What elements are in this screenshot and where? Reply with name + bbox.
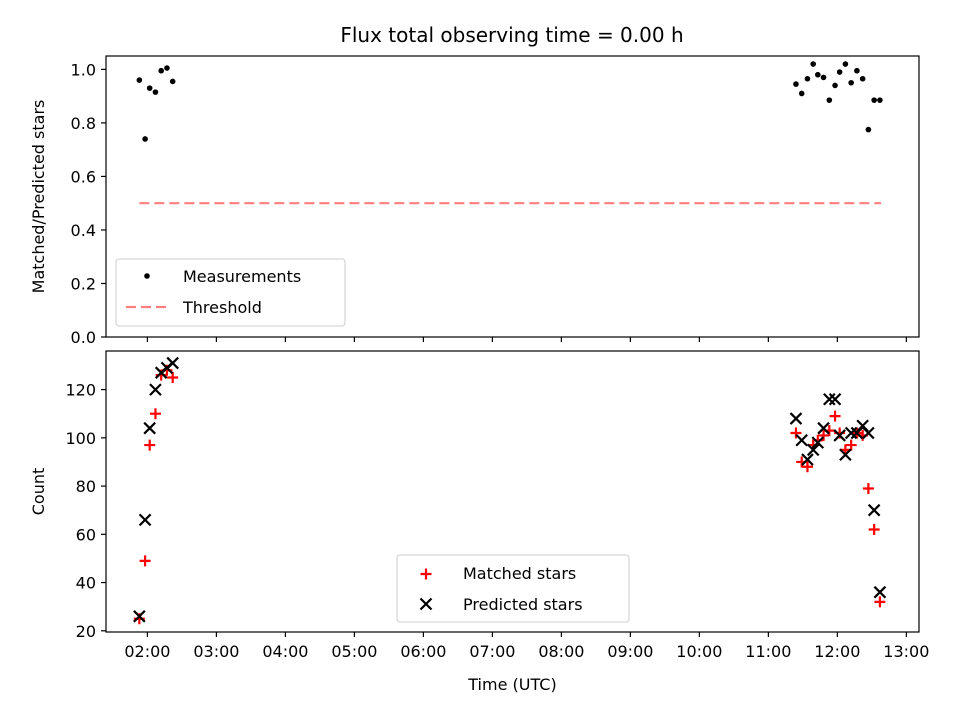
measurement-point bbox=[842, 61, 849, 67]
legend: Matched stars Predicted stars bbox=[396, 554, 630, 623]
x-tick-label: 09:00 bbox=[607, 642, 653, 661]
legend-label-matched: Matched stars bbox=[463, 564, 576, 583]
measurement-point bbox=[832, 82, 838, 89]
legend-label-predicted: Predicted stars bbox=[463, 595, 583, 614]
predicted-star-marker bbox=[811, 436, 825, 449]
predicted-star-marker bbox=[138, 513, 152, 527]
predicted-star-marker bbox=[833, 429, 846, 442]
matched-star-marker bbox=[845, 439, 857, 451]
matched-star-marker bbox=[868, 523, 880, 535]
y-tick-label: 100 bbox=[65, 429, 96, 448]
measurement-point bbox=[871, 97, 877, 103]
measurement-point bbox=[798, 90, 805, 97]
matched-star-marker bbox=[790, 427, 802, 439]
measurement-point bbox=[142, 136, 148, 142]
x-tick-label: 07:00 bbox=[469, 642, 515, 661]
plot-frame bbox=[105, 55, 920, 338]
legend-label-threshold: Threshold bbox=[182, 298, 262, 317]
top-panel: 0.0 0.2 0.4 0.6 0.8 1.0 Matched/Predicted star… bbox=[29, 55, 920, 347]
x-tick-label: 06:00 bbox=[400, 642, 446, 661]
y-axis-label: Matched/Predicted stars bbox=[29, 100, 48, 294]
legend-point-swatch bbox=[144, 273, 150, 279]
measurement-point bbox=[854, 67, 860, 74]
predicted-star-marker bbox=[166, 356, 179, 370]
y-tick-label: 0.8 bbox=[71, 114, 96, 133]
predicted-star-marker bbox=[867, 503, 881, 517]
measurement-point bbox=[820, 74, 827, 81]
matched-star-marker bbox=[801, 461, 813, 473]
x-tick-label: 08:00 bbox=[538, 642, 584, 661]
y-tick-label: 60 bbox=[76, 525, 96, 544]
x-tick-label: 05:00 bbox=[331, 642, 377, 661]
measurement-point bbox=[793, 81, 799, 87]
predicted-star-marker bbox=[844, 426, 858, 440]
chart-title: Flux total observing time = 0.00 h bbox=[340, 23, 683, 47]
measurement-point bbox=[152, 89, 159, 95]
measurement-point bbox=[859, 75, 866, 82]
measurement-point bbox=[836, 69, 843, 75]
y-tick-label: 80 bbox=[76, 477, 96, 496]
measurement-point bbox=[877, 97, 883, 103]
x-tick-label: 11:00 bbox=[745, 642, 791, 661]
legend-label-measurements: Measurements bbox=[183, 267, 301, 286]
legend-x-swatch bbox=[419, 597, 433, 611]
matched-star-marker bbox=[862, 482, 874, 494]
predicted-star-marker bbox=[862, 426, 875, 440]
measurement-point bbox=[164, 65, 170, 71]
predicted-star-marker bbox=[789, 412, 803, 425]
legend-box bbox=[115, 258, 346, 327]
measurement-point bbox=[146, 85, 153, 91]
legend: Measurements Threshold bbox=[115, 258, 346, 327]
matched-star-marker bbox=[144, 439, 156, 451]
matched-star-marker bbox=[874, 596, 886, 608]
predicted-star-marker bbox=[133, 610, 146, 623]
y-tick-label: 0.6 bbox=[71, 167, 96, 186]
bottom-panel: 20 40 60 80 100 120 02:00 03:00 04:00 05:00 06:00 0… bbox=[29, 350, 929, 694]
matched-star-marker bbox=[829, 410, 841, 422]
x-tick-label: 13:00 bbox=[883, 642, 929, 661]
measurement-point bbox=[804, 75, 811, 82]
measurement-point bbox=[136, 77, 143, 83]
legend-box bbox=[396, 554, 630, 623]
x-tick-label: 12:00 bbox=[814, 642, 860, 661]
x-tick-label: 10:00 bbox=[676, 642, 722, 661]
measurement-point bbox=[815, 71, 821, 78]
predicted-star-marker bbox=[817, 421, 830, 435]
y-tick-label: 120 bbox=[65, 381, 96, 400]
measurement-point bbox=[169, 78, 176, 85]
y-tick-label: 40 bbox=[76, 574, 96, 593]
matched-star-marker bbox=[818, 429, 830, 441]
plot-frame bbox=[105, 350, 920, 633]
predicted-star-marker bbox=[806, 443, 820, 457]
matched-star-marker bbox=[167, 372, 179, 384]
matched-star-marker bbox=[149, 408, 161, 420]
legend-plus-swatch bbox=[420, 568, 432, 580]
predicted-star-marker bbox=[873, 585, 887, 599]
y-tick-label: 1.0 bbox=[71, 60, 96, 79]
matched-star-marker bbox=[139, 555, 151, 567]
y-tick-label: 0.0 bbox=[71, 328, 96, 347]
predicted-star-marker bbox=[801, 453, 814, 466]
x-tick-label: 04:00 bbox=[262, 642, 308, 661]
predicted-star-marker bbox=[149, 383, 162, 396]
x-tick-label: 02:00 bbox=[124, 642, 170, 661]
y-axis-label: Count bbox=[29, 468, 48, 516]
measurement-point bbox=[826, 97, 833, 103]
y-tick-label: 20 bbox=[76, 622, 96, 641]
x-axis-label: Time (UTC) bbox=[467, 675, 556, 694]
measurement-point bbox=[810, 61, 817, 67]
y-tick-label: 0.4 bbox=[71, 221, 96, 240]
predicted-star-marker bbox=[143, 421, 156, 435]
measurement-point bbox=[865, 126, 872, 133]
y-tick-label: 0.2 bbox=[71, 274, 96, 293]
measurement-point bbox=[158, 67, 164, 74]
predicted-star-marker bbox=[795, 433, 808, 447]
predicted-star-marker bbox=[839, 448, 852, 461]
measurement-point bbox=[848, 79, 854, 86]
predicted-star-marker bbox=[823, 392, 836, 406]
x-tick-label: 03:00 bbox=[193, 642, 239, 661]
predicted-star-marker bbox=[828, 392, 842, 406]
